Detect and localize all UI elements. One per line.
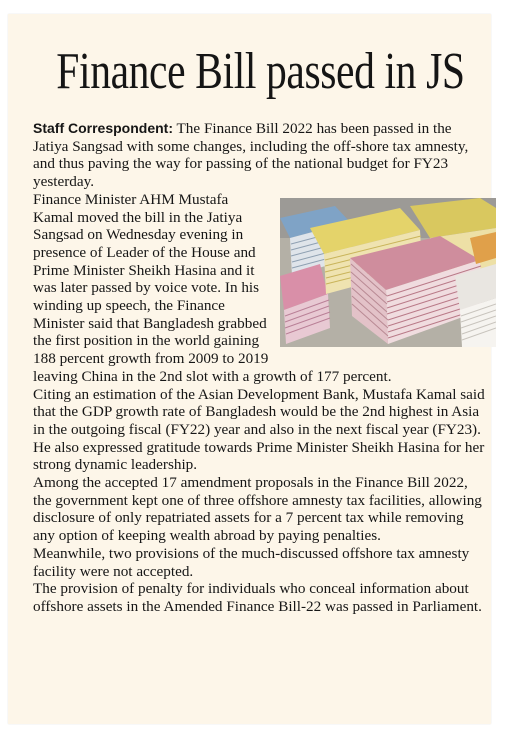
banknote-stacks-photo (280, 197, 496, 347)
intro-text: The Finance Bill 2022 has been passed in… (33, 120, 469, 191)
paragraph-3: Citing an estimation of the Asian Develo… (33, 385, 485, 438)
newspaper-clipping: Finance Bill passed in JS Staff Correspo… (8, 14, 496, 724)
paragraph-intro: Staff Correspondent: The Finance Bill 20… (33, 120, 488, 191)
paragraph-6: Meanwhile, two provisions of the much-di… (33, 544, 470, 580)
byline: Staff Correspondent: (33, 120, 173, 136)
paragraph-2: Finance Minister AHM Mustafa Kamal moved… (33, 190, 392, 385)
paragraph-4: He also expressed gratitude towards Prim… (33, 438, 485, 474)
paragraph-7: The provision of penalty for individuals… (33, 580, 482, 615)
paragraph-5: Among the accepted 17 amendment proposal… (33, 474, 482, 545)
article-body: Staff Correspondent: The Finance Bill 20… (33, 120, 496, 616)
banknote-stacks-image (280, 197, 496, 347)
headline: Finance Bill passed in JS (56, 43, 465, 100)
